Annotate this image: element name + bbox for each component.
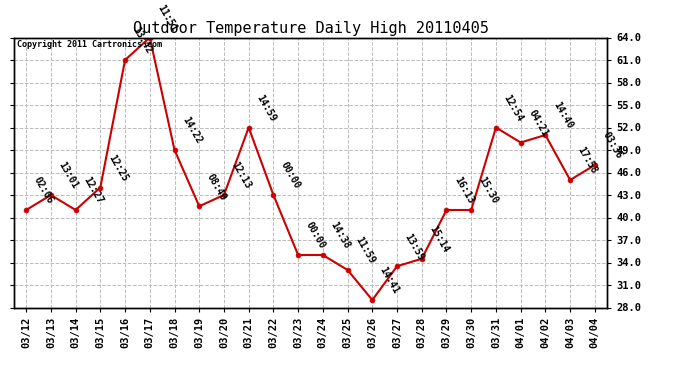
Text: 08:40: 08:40: [205, 172, 228, 202]
Text: 14:59: 14:59: [254, 93, 277, 123]
Text: 12:13: 12:13: [230, 160, 253, 191]
Text: 13:59: 13:59: [402, 232, 426, 262]
Text: 14:38: 14:38: [328, 220, 352, 251]
Text: 11:51: 11:51: [155, 3, 179, 33]
Text: 00:00: 00:00: [304, 220, 327, 251]
Text: 15:30: 15:30: [477, 176, 500, 206]
Text: 00:00: 00:00: [279, 160, 302, 191]
Text: 03:36: 03:36: [600, 130, 624, 161]
Text: 13:01: 13:01: [57, 160, 80, 191]
Text: 04:21: 04:21: [526, 108, 549, 138]
Text: 14:41: 14:41: [378, 266, 401, 296]
Text: 13:42: 13:42: [130, 26, 154, 56]
Text: 12:25: 12:25: [106, 153, 129, 183]
Text: 15:14: 15:14: [427, 224, 451, 255]
Text: 02:06: 02:06: [32, 176, 55, 206]
Text: 14:22: 14:22: [180, 116, 204, 146]
Text: 14:40: 14:40: [551, 100, 574, 131]
Title: Outdoor Temperature Daily High 20110405: Outdoor Temperature Daily High 20110405: [132, 21, 489, 36]
Text: 12:27: 12:27: [81, 176, 104, 206]
Text: Copyright 2011 Cartronics.com: Copyright 2011 Cartronics.com: [17, 40, 161, 49]
Text: 11:59: 11:59: [353, 236, 377, 266]
Text: 12:54: 12:54: [502, 93, 525, 123]
Text: 17:58: 17:58: [575, 146, 599, 176]
Text: 16:13: 16:13: [452, 176, 475, 206]
